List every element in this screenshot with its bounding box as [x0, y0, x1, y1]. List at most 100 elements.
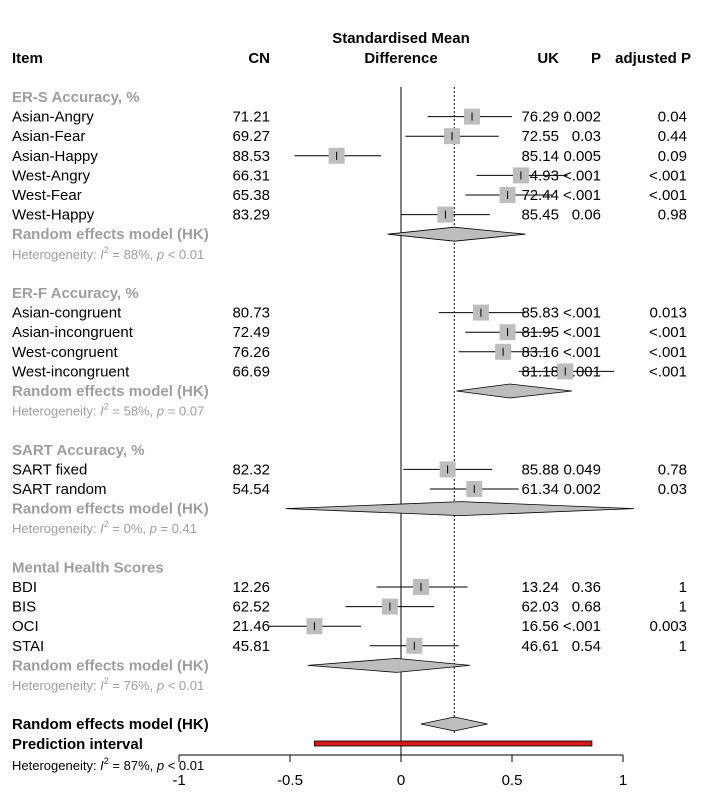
- het-value: = 87%,: [109, 758, 157, 773]
- study-row: STAI 45.81 46.61 0.54 1: [12, 637, 687, 655]
- row-adjusted-p-value: <.001: [649, 324, 687, 341]
- row-cn-value: 83.29: [232, 207, 270, 224]
- het-i-squared: I: [100, 758, 104, 773]
- het-i-squared: I: [100, 521, 104, 536]
- overall-diamond: [420, 716, 488, 732]
- plot-lines: [400, 87, 455, 755]
- row-uk-value: 85.88: [521, 461, 559, 478]
- study-row: Asian-Happy 88.53 85.14 0.005 0.09: [12, 147, 687, 165]
- row-label: West-congruent: [12, 344, 118, 361]
- het-p-value: < 0.01: [164, 758, 204, 773]
- heterogeneity-text: Heterogeneity: I2 = 58%, p = 0.07: [12, 402, 204, 419]
- row-label: Asian-Fear: [12, 128, 85, 145]
- row-label: West-Happy: [12, 207, 95, 224]
- row-p-value: 0.03: [572, 128, 601, 145]
- row-cn-value: 69.27: [232, 128, 270, 145]
- group-0: ER-S Accuracy, % Asian-Angry 71.21 76.29 0.0…: [12, 89, 687, 262]
- het-value: = 88%,: [109, 247, 157, 262]
- row-adjusted-p-value: 1: [679, 599, 687, 616]
- row-uk-value: 62.03: [521, 599, 559, 616]
- header-adjusted-p: adjusted P: [615, 50, 691, 67]
- row-cn-value: 76.26: [232, 344, 270, 361]
- het-superscript: 2: [104, 519, 109, 529]
- pooled-label: Random effects model (HK): [12, 226, 209, 243]
- het-superscript: 2: [104, 756, 109, 766]
- row-adjusted-p-value: <.001: [649, 187, 687, 204]
- study-row: West-Angry 66.31 74.93 <.001 <.001: [12, 167, 687, 184]
- study-row: West-Happy 83.29 85.45 0.06 0.98: [12, 206, 687, 224]
- het-prefix: Heterogeneity:: [12, 521, 100, 536]
- row-p-value: 0.002: [563, 481, 601, 498]
- header-uk: UK: [537, 50, 559, 67]
- row-p-value: 0.36: [572, 579, 601, 596]
- study-row: BIS 62.52 62.03 0.68 1: [12, 598, 687, 616]
- row-p-value: 0.06: [572, 207, 601, 224]
- prediction-interval-bar: [314, 740, 593, 747]
- row-p-value: <.001: [563, 305, 601, 322]
- heterogeneity-text: Heterogeneity: I2 = 0%, p = 0.41: [12, 519, 197, 536]
- study-row: West-Fear 65.38 72.44 <.001 <.001: [12, 187, 687, 204]
- het-p: p: [156, 247, 164, 262]
- pooled-diamond: [387, 226, 526, 242]
- row-p-value: 0.049: [563, 461, 601, 478]
- het-i-squared: I: [100, 404, 104, 419]
- row-adjusted-p-value: 0.003: [649, 618, 687, 635]
- row-label: Asian-incongruent: [12, 324, 134, 341]
- row-uk-value: 61.34: [521, 481, 559, 498]
- row-p-value: 0.68: [572, 599, 601, 616]
- het-prefix: Heterogeneity:: [12, 758, 100, 773]
- row-uk-value: 13.24: [521, 579, 559, 596]
- study-row: BDI 12.26 13.24 0.36 1: [12, 579, 687, 596]
- row-adjusted-p-value: 1: [679, 579, 687, 596]
- x-axis: -1 -0.5 0 0.5 1: [172, 754, 627, 789]
- het-p: p: [149, 521, 157, 536]
- study-row: Asian-incongruent 72.49 81.95 <.001 <.001: [12, 324, 687, 341]
- het-p-value: < 0.01: [164, 678, 204, 693]
- x-tick-label: 0.5: [502, 772, 523, 789]
- row-p-value: <.001: [563, 618, 601, 635]
- row-cn-value: 65.38: [232, 187, 270, 204]
- row-adjusted-p-value: <.001: [649, 363, 687, 380]
- row-cn-value: 54.54: [232, 481, 270, 498]
- row-adjusted-p-value: 0.98: [658, 207, 687, 224]
- het-p: p: [156, 404, 164, 419]
- row-uk-value: 85.83: [521, 305, 559, 322]
- het-i-squared: I: [100, 247, 104, 262]
- row-label: West-Angry: [12, 167, 91, 184]
- row-uk-value: 85.14: [521, 148, 559, 165]
- study-row: Asian-Angry 71.21 76.29 0.002 0.04: [12, 108, 687, 126]
- study-row: Asian-congruent 80.73 85.83 <.001 0.013: [12, 304, 687, 322]
- heterogeneity-text: Heterogeneity: I2 = 87%, p < 0.01: [12, 756, 204, 773]
- prediction-interval-label: Prediction interval: [12, 736, 143, 753]
- forest-rows: ER-S Accuracy, % Asian-Angry 71.21 76.29 0.0…: [12, 89, 687, 773]
- het-p-value: = 0.41: [157, 521, 197, 536]
- row-adjusted-p-value: 0.04: [658, 109, 687, 126]
- pooled-label: Random effects model (HK): [12, 383, 209, 400]
- pooled-diamond: [307, 657, 470, 673]
- header-cn: CN: [248, 50, 270, 67]
- row-label: SART fixed: [12, 461, 87, 478]
- row-uk-value: 16.56: [521, 618, 559, 635]
- row-cn-value: 66.31: [232, 167, 270, 184]
- row-label: Asian-congruent: [12, 305, 122, 322]
- row-uk-value: 72.55: [521, 128, 559, 145]
- group-title: ER-S Accuracy, %: [12, 89, 140, 106]
- row-uk-value: 85.45: [521, 207, 559, 224]
- group-1: ER-F Accuracy, % Asian-congruent 80.73 85.8…: [12, 285, 687, 419]
- het-prefix: Heterogeneity:: [12, 404, 100, 419]
- row-cn-value: 80.73: [232, 305, 270, 322]
- header-smd-line2: Difference: [364, 50, 437, 67]
- row-p-value: <.001: [563, 324, 601, 341]
- pooled-label: Random effects model (HK): [12, 657, 209, 674]
- row-p-value: <.001: [563, 344, 601, 361]
- x-tick-label: -1: [172, 772, 185, 789]
- het-value: = 0%,: [109, 521, 150, 536]
- pooled-label: Random effects model (HK): [12, 501, 209, 518]
- het-value: = 76%,: [109, 678, 157, 693]
- row-adjusted-p-value: 0.013: [649, 305, 687, 322]
- row-cn-value: 82.32: [232, 461, 270, 478]
- row-cn-value: 66.69: [232, 363, 270, 380]
- het-p: p: [156, 678, 164, 693]
- pooled-diamond: [456, 383, 572, 399]
